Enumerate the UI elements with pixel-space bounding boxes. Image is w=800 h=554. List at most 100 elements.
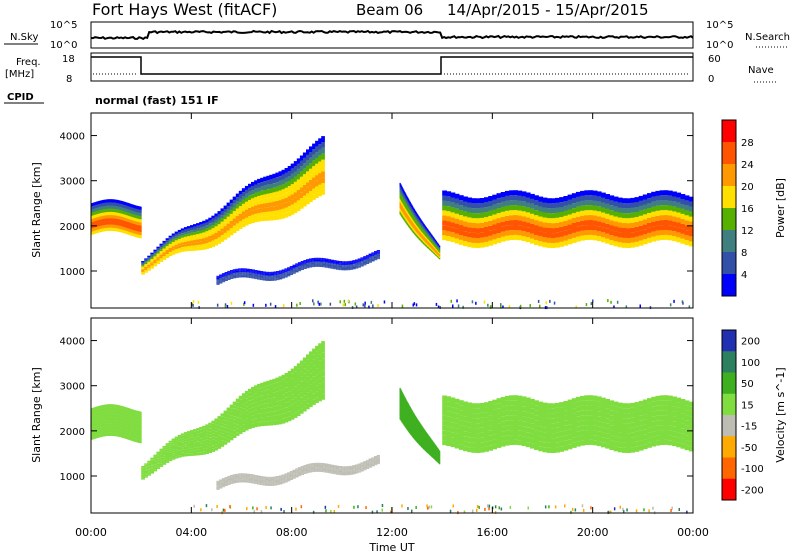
data-cell (418, 221, 421, 225)
data-cell (251, 202, 255, 207)
data-cell (147, 255, 151, 258)
data-cell (251, 269, 255, 271)
data-cell (630, 197, 636, 203)
data-cell (260, 186, 264, 191)
data-cell (284, 272, 288, 273)
data-cell (202, 229, 206, 233)
data-cell (575, 206, 581, 212)
data-cell (147, 471, 151, 473)
data-cell (130, 226, 132, 230)
data-cell (249, 482, 253, 484)
data-cell (202, 241, 206, 244)
freq-label: Freq. (16, 57, 41, 68)
data-cell (205, 427, 209, 431)
data-cell (289, 270, 294, 272)
data-cell (124, 419, 126, 423)
data-cell (96, 415, 99, 419)
data-cell (91, 206, 94, 210)
data-cell (542, 222, 548, 228)
data-cell (376, 463, 380, 465)
data-cell (269, 197, 273, 203)
noise-cell (489, 305, 492, 309)
data-cell (500, 206, 506, 212)
data-cell (289, 474, 294, 476)
data-cell (659, 215, 665, 221)
data-cell (138, 215, 141, 219)
data-cell (241, 192, 246, 196)
data-cell (130, 415, 132, 419)
data-cell (105, 429, 107, 433)
data-cell (118, 424, 120, 428)
data-cell (416, 222, 418, 226)
data-cell (368, 254, 372, 256)
data-cell (110, 413, 112, 417)
data-cell (312, 188, 316, 195)
data-cell (309, 395, 313, 402)
data-cell (115, 206, 117, 210)
data-cell (125, 426, 127, 430)
data-cell (601, 232, 606, 238)
data-cell (150, 259, 154, 261)
data-cell (226, 428, 231, 433)
data-cell (244, 193, 249, 198)
data-cell (436, 252, 438, 254)
data-cell (229, 199, 234, 204)
noise-cell (500, 303, 502, 307)
data-cell (96, 229, 99, 233)
data-cell (130, 412, 132, 416)
data-cell (211, 222, 216, 226)
data-cell (268, 484, 272, 485)
noise-cell (437, 305, 440, 309)
data-cell (270, 277, 275, 279)
data-cell (251, 480, 255, 482)
data-cell (196, 225, 200, 229)
data-cell (162, 240, 167, 243)
data-cell (223, 420, 228, 425)
data-cell (251, 476, 255, 478)
data-cell (102, 411, 105, 415)
data-cell (186, 431, 191, 434)
data-cell (401, 189, 403, 193)
data-cell (450, 237, 456, 243)
data-cell (530, 233, 535, 239)
data-cell (254, 478, 258, 480)
data-cell (422, 240, 425, 243)
data-cell (667, 210, 673, 216)
data-cell (349, 466, 353, 468)
data-cell (196, 242, 200, 245)
data-cell (521, 206, 527, 212)
data-cell (296, 405, 301, 411)
data-cell (621, 218, 627, 224)
data-cell (312, 143, 316, 150)
data-cell (621, 203, 627, 209)
data-cell (601, 217, 606, 223)
data-cell (376, 251, 380, 253)
nsearch-tick-low: 10^0 (706, 40, 733, 51)
data-cell (601, 197, 606, 203)
data-cell (259, 277, 264, 279)
data-cell (321, 370, 325, 377)
data-cell (202, 243, 206, 247)
data-cell (299, 203, 304, 209)
data-cell (214, 229, 219, 233)
data-cell (432, 251, 434, 253)
data-cell (150, 464, 154, 466)
data-cell (94, 423, 96, 427)
data-cell (414, 228, 417, 231)
data-cell (159, 245, 164, 248)
data-cell (546, 228, 552, 233)
data-cell (276, 271, 280, 272)
data-cell (111, 199, 114, 203)
data-cell (162, 455, 167, 458)
data-cell (104, 429, 106, 434)
data-cell (346, 265, 351, 267)
data-cell (113, 224, 115, 228)
data-cell (341, 468, 345, 469)
data-cell (221, 276, 226, 278)
data-cell (306, 467, 310, 469)
data-cell (538, 231, 544, 237)
data-cell (129, 424, 131, 428)
data-cell (124, 416, 126, 420)
data-cell (118, 200, 120, 204)
data-cell (300, 261, 304, 263)
